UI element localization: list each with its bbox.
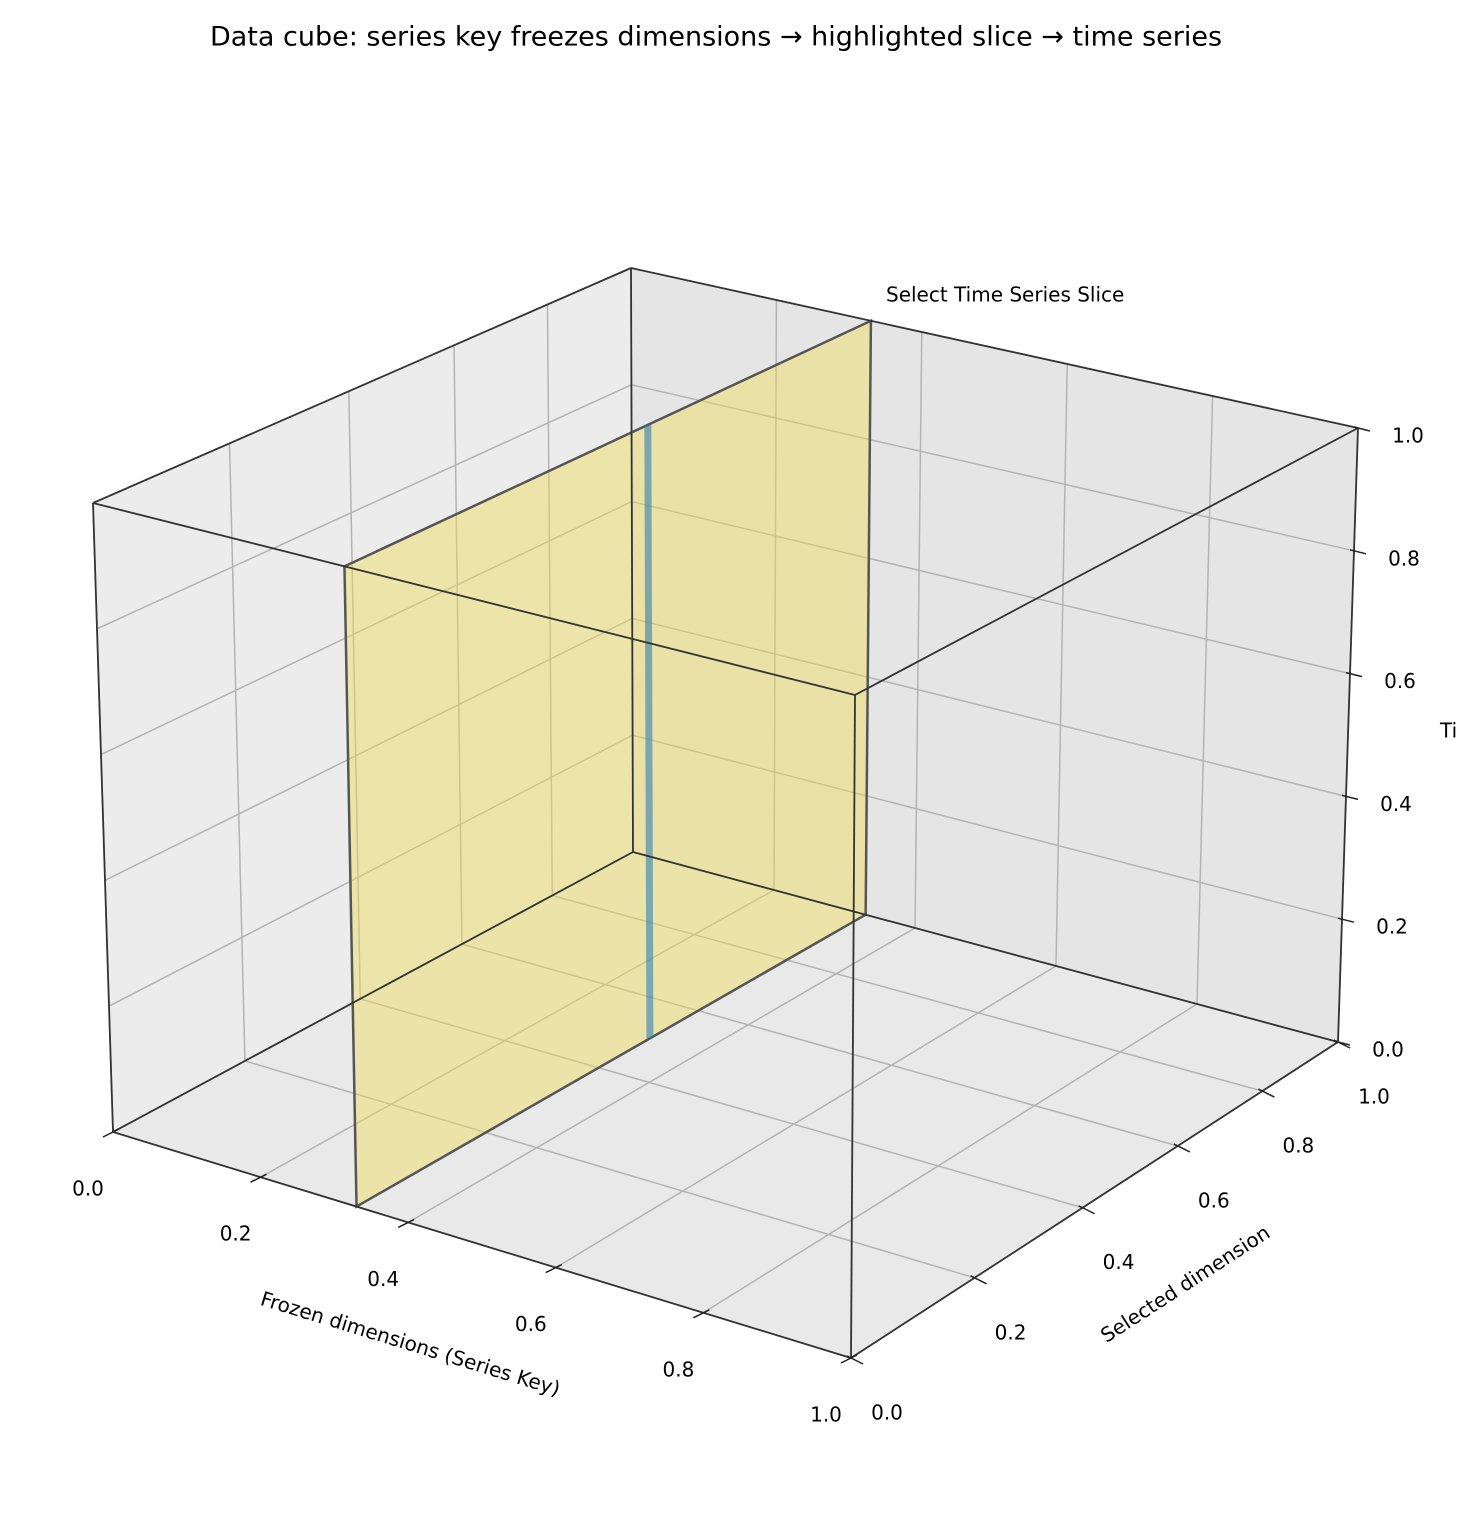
tick-mark bbox=[1341, 794, 1359, 801]
series-line bbox=[644, 424, 654, 1039]
grid-line bbox=[407, 927, 916, 1224]
x-tick-label: 1.0 bbox=[810, 1403, 842, 1427]
x-tick-label: 0.6 bbox=[515, 1312, 547, 1336]
grid-line bbox=[244, 1060, 975, 1279]
tick-mark bbox=[1349, 549, 1367, 555]
cube-edge bbox=[850, 1041, 1339, 1359]
grid-line bbox=[1055, 363, 1068, 967]
x-tick-label: 0.8 bbox=[662, 1357, 694, 1381]
tick-mark bbox=[1333, 1040, 1351, 1046]
tick-mark bbox=[970, 1275, 987, 1285]
cube-edge bbox=[632, 851, 1339, 1043]
grid-line bbox=[453, 345, 463, 945]
tick-mark bbox=[102, 1128, 120, 1138]
grid-line bbox=[100, 500, 633, 756]
z-tick-label: 0.8 bbox=[1388, 546, 1420, 570]
x-tick-label: 0.4 bbox=[367, 1267, 399, 1291]
grid-line bbox=[228, 443, 246, 1061]
tick-mark bbox=[545, 1263, 563, 1274]
tick-mark bbox=[1337, 917, 1355, 923]
x-tick-label: 0.2 bbox=[220, 1222, 252, 1246]
grid-line bbox=[348, 391, 362, 999]
z-tick-label: 0.6 bbox=[1384, 669, 1416, 693]
y-tick-label: 1.0 bbox=[1358, 1085, 1390, 1109]
tick-mark bbox=[1258, 1088, 1275, 1098]
grid-line bbox=[773, 299, 778, 891]
grid-line bbox=[260, 889, 775, 1178]
grid-line bbox=[360, 998, 1083, 1209]
y-tick-label: 0.8 bbox=[1282, 1134, 1314, 1158]
annotation: Select Time Series Slice bbox=[886, 283, 1124, 307]
cube-edge bbox=[850, 694, 856, 1359]
cube-edge bbox=[92, 502, 114, 1133]
y-tick-label: 0.2 bbox=[995, 1320, 1027, 1344]
grid-line bbox=[552, 894, 1263, 1092]
z-tick-label: 0.2 bbox=[1376, 915, 1408, 939]
grid-line bbox=[632, 734, 1343, 920]
grid-line bbox=[461, 943, 1179, 1147]
y-tick-label: 0.4 bbox=[1103, 1250, 1135, 1274]
grid-line bbox=[631, 384, 1355, 552]
z-tick-label: 0.4 bbox=[1380, 792, 1412, 816]
cube-edge bbox=[112, 1131, 852, 1359]
tick-mark bbox=[840, 1354, 858, 1364]
grid-line bbox=[546, 304, 554, 896]
cube-edge bbox=[92, 502, 856, 696]
x-tick-label: 0.0 bbox=[72, 1177, 104, 1201]
cube-edge bbox=[112, 851, 634, 1133]
tick-mark bbox=[1345, 671, 1363, 678]
grid-line bbox=[555, 965, 1057, 1269]
grid-line bbox=[1196, 395, 1214, 1005]
chart-title: Data cube: series key freezes dimensions… bbox=[210, 22, 1222, 53]
z-axis-label: Ti bbox=[1439, 719, 1457, 743]
grid-line bbox=[96, 384, 632, 630]
grid-line bbox=[632, 617, 1347, 798]
grid-line bbox=[914, 331, 923, 929]
y-tick-label: 0.6 bbox=[1198, 1188, 1230, 1212]
tick-mark bbox=[693, 1309, 710, 1319]
tick-mark bbox=[250, 1173, 267, 1183]
grid-line bbox=[108, 734, 633, 1007]
cube-edge bbox=[630, 267, 1359, 429]
z-tick-label: 0.0 bbox=[1372, 1038, 1404, 1062]
tick-mark bbox=[1078, 1205, 1095, 1215]
tick-mark bbox=[846, 1355, 864, 1365]
cube-edge bbox=[92, 267, 632, 504]
tick-mark bbox=[1173, 1143, 1191, 1153]
tick-mark bbox=[397, 1218, 415, 1229]
z-tick-label: 1.0 bbox=[1392, 424, 1424, 448]
cube-edge bbox=[854, 427, 1359, 696]
pane-back bbox=[631, 268, 1358, 1042]
grid-line bbox=[703, 1003, 1198, 1314]
grid-line bbox=[104, 617, 633, 882]
cube-edge bbox=[630, 267, 634, 853]
tick-mark bbox=[1353, 426, 1371, 432]
cube-edge bbox=[1337, 427, 1359, 1043]
y-tick-label: 0.0 bbox=[871, 1401, 903, 1425]
grid-line bbox=[631, 500, 1351, 675]
pane-left bbox=[93, 268, 633, 1132]
